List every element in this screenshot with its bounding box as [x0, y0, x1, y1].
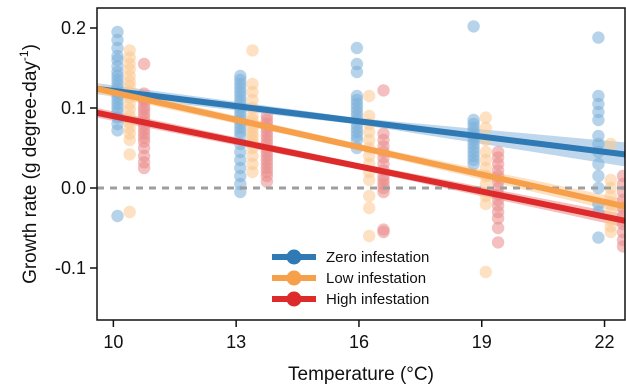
data-point-high-infestation [491, 212, 505, 225]
y-axis-title-close: ) [20, 44, 41, 50]
data-point-low-infestation [479, 265, 492, 279]
data-point-high-infestation [377, 225, 390, 239]
legend-item-low-infestation: Low infestation [272, 270, 426, 287]
x-tick-label: 19 [472, 332, 492, 352]
legend-item-zero-infestation: Zero infestation [272, 249, 429, 266]
data-point-zero-infestation [592, 231, 605, 244]
data-point-low-infestation [363, 173, 376, 187]
data-point-high-infestation [137, 161, 151, 175]
data-point-low-infestation [479, 197, 492, 211]
x-tick-label: 16 [349, 332, 369, 352]
data-point-high-infestation [491, 221, 505, 235]
data-point-low-infestation [363, 201, 376, 215]
fit-line-zero-infestation [97, 85, 625, 158]
x-axis-title: Temperature (°C) [288, 364, 434, 385]
data-point-high-infestation [616, 240, 625, 253]
data-point-high-infestation [137, 57, 151, 71]
data-point-zero-infestation [467, 20, 480, 33]
legend-label: Low infestation [326, 270, 426, 287]
data-point-zero-infestation [592, 181, 605, 195]
y-tick-label: 0.1 [61, 98, 86, 118]
data-point-low-infestation [123, 148, 136, 161]
data-point-zero-infestation [111, 209, 124, 223]
data-point-low-infestation [363, 229, 376, 243]
data-point-high-infestation [260, 175, 274, 188]
x-tick-label: 22 [595, 332, 615, 352]
data-point-high-infestation [377, 84, 390, 97]
y-tick-label: -0.1 [55, 258, 86, 278]
legend-item-high-infestation: High infestation [272, 291, 429, 308]
legend-swatch-marker [286, 270, 302, 286]
data-point-low-infestation [604, 225, 617, 239]
fit-line-high-infestation [97, 109, 625, 224]
data-point-zero-infestation [111, 124, 124, 137]
plot-frame [96, 7, 626, 321]
fit-line-low-infestation [97, 85, 625, 210]
y-tick-label: 0.0 [61, 178, 86, 198]
legend-swatch-marker [286, 249, 302, 265]
data-point-zero-infestation [350, 41, 364, 55]
data-point-low-infestation [604, 137, 617, 151]
data-point-low-infestation [123, 205, 136, 219]
plot-area [97, 20, 625, 279]
fit-lines [97, 85, 625, 224]
data-point-high-infestation [491, 236, 505, 249]
y-axis: 0.2 0.1 0.0 -0.1 [55, 18, 97, 278]
data-point-low-infestation [363, 189, 376, 203]
data-point-low-infestation [246, 165, 259, 179]
x-tick-label: 13 [226, 332, 246, 352]
data-point-low-infestation [123, 133, 136, 147]
y-axis-title-superscript: -1 [17, 50, 31, 61]
data-point-zero-infestation [592, 157, 605, 171]
y-tick-label: 0.2 [61, 18, 86, 38]
legend-swatch-marker [286, 291, 302, 307]
data-point-zero-infestation [350, 65, 364, 79]
legend-label: High infestation [326, 291, 429, 308]
data-point-zero-infestation [467, 157, 480, 171]
data-point-low-infestation [363, 89, 376, 103]
x-tick-label: 10 [103, 332, 123, 352]
data-point-low-infestation [479, 111, 492, 124]
x-axis: 10 13 16 19 22 [103, 320, 615, 352]
data-point-low-infestation [246, 44, 259, 57]
legend: Zero infestation Low infestation High infe… [272, 249, 429, 308]
data-point-low-infestation [479, 121, 492, 135]
data-point-zero-infestation [592, 31, 605, 44]
y-axis-title: Growth rate (g degree-day-1) [17, 44, 41, 284]
legend-label: Zero infestation [326, 249, 429, 266]
y-axis-title-main: Growth rate (g degree-day [20, 61, 41, 284]
data-point-zero-infestation [592, 113, 605, 127]
data-point-zero-infestation [592, 169, 605, 183]
